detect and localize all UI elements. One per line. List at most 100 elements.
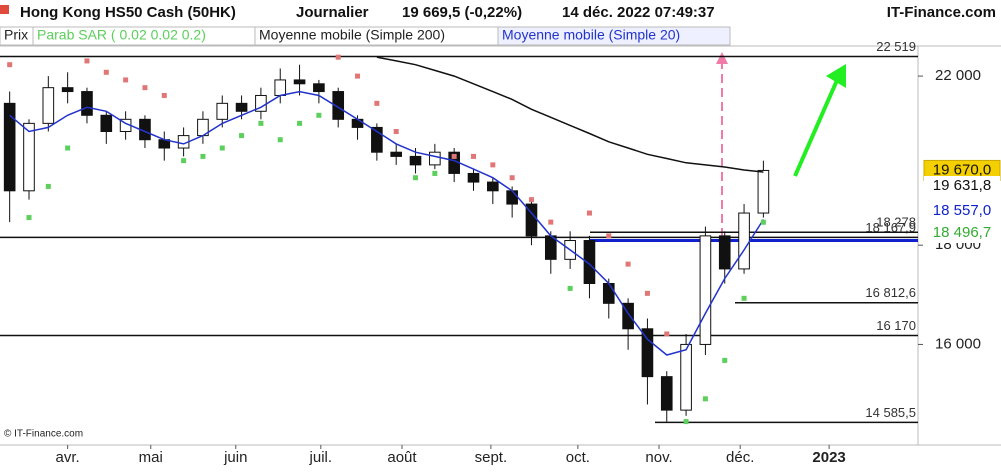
price-label: 18 557,0 <box>933 202 991 219</box>
x-tick-label: juin <box>223 449 247 466</box>
x-tick-label: nov. <box>645 449 672 466</box>
candle-body <box>409 155 422 166</box>
sar-dot <box>297 120 303 126</box>
candle-body <box>216 102 229 120</box>
y-tick-label: 22 000 <box>935 67 981 84</box>
sar-dot <box>45 183 51 189</box>
header-quote: 19 669,5 (-0,22%) <box>402 4 522 21</box>
sar-dot <box>413 175 419 181</box>
sar-dot <box>123 77 129 83</box>
header-title: Hong Kong HS50 Cash (50HK) <box>20 4 236 21</box>
annotation-arrowhead <box>826 64 846 88</box>
sar-dot <box>393 129 399 135</box>
candle-body <box>487 181 499 192</box>
sar-dot <box>103 69 109 75</box>
annotation-arrowhead <box>716 52 728 64</box>
ma200-line <box>376 56 764 173</box>
level-label: 16 170 <box>876 318 916 333</box>
level-label: 18 167,9 <box>865 220 916 235</box>
candle-body <box>660 376 673 411</box>
sar-dot <box>760 219 766 225</box>
sar-dot <box>509 175 515 181</box>
sar-dot <box>548 219 554 225</box>
candle-body <box>602 282 615 304</box>
x-tick-label: sept. <box>475 449 508 466</box>
candle-body <box>23 122 35 192</box>
sar-dot <box>65 145 71 151</box>
sar-dot <box>644 290 650 296</box>
sar-dot <box>683 419 689 425</box>
candle-body <box>738 212 750 270</box>
x-tick-label: oct. <box>566 449 590 466</box>
header-datetime: 14 déc. 2022 07:49:37 <box>562 4 715 21</box>
price-label: 19 670,0 <box>933 161 991 178</box>
sar-dot <box>7 62 13 68</box>
candle-body <box>371 126 383 153</box>
level-label: 18 278 <box>876 215 916 230</box>
candle-body <box>757 169 770 214</box>
sar-dot <box>702 396 708 402</box>
candle-body <box>699 235 712 345</box>
logo-mark <box>0 5 9 14</box>
sar-dot <box>142 85 148 91</box>
level-label: 14 585,5 <box>865 405 916 420</box>
candle-body <box>641 328 654 378</box>
sar-dot <box>335 54 341 60</box>
x-tick-label: juil. <box>309 449 333 466</box>
level-label: 16 812,6 <box>865 285 916 300</box>
sar-dot <box>451 153 457 159</box>
candle-body <box>293 79 306 85</box>
candle-body <box>235 102 248 112</box>
candle-body <box>3 102 16 192</box>
sar-dot <box>316 112 322 118</box>
candle-body <box>100 114 113 133</box>
header-bar <box>0 0 1001 24</box>
candle-body <box>583 240 596 284</box>
candle-body <box>313 83 325 93</box>
sar-dot <box>355 73 361 79</box>
sar-dot <box>528 197 534 203</box>
sar-dot <box>432 170 438 176</box>
annotation-arrow <box>793 77 840 177</box>
sar-dot <box>258 120 264 126</box>
legend: Prix Parab SAR ( 0.02 0.02 0.2) Moyenne … <box>0 26 731 46</box>
candle-body <box>506 190 518 205</box>
sar-dot <box>664 331 670 337</box>
sar-dot <box>26 215 32 221</box>
legend-ma20: Moyenne mobile (Simple 20) <box>502 27 680 43</box>
price-label: 19 631,8 <box>933 177 991 194</box>
sar-dot <box>741 295 747 301</box>
price-label-box <box>924 201 1000 221</box>
sar-dot <box>374 100 380 106</box>
candle-body <box>390 151 403 157</box>
candle-body <box>351 118 364 128</box>
copyright: © IT-Finance.com <box>4 429 83 440</box>
y-tick-label: 16 000 <box>935 335 981 352</box>
sar-dot <box>181 158 187 164</box>
candle-body <box>274 79 287 96</box>
candle-body <box>680 343 692 411</box>
sar-dot <box>470 153 476 159</box>
candle-body <box>467 172 480 183</box>
level-label: 22 519 <box>876 39 916 54</box>
candle-body <box>42 87 55 124</box>
legend-price: Prix <box>4 27 28 43</box>
sar-dot <box>625 261 631 267</box>
legend-box <box>497 26 731 46</box>
ma20-line <box>9 90 765 356</box>
price-label: 18 496,7 <box>933 224 991 241</box>
candle-body <box>429 151 441 166</box>
price-label-box <box>924 223 1000 243</box>
header-brand: IT-Finance.com <box>887 4 996 21</box>
legend-ma200: Moyenne mobile (Simple 200) <box>259 27 445 43</box>
legend-sar: Parab SAR ( 0.02 0.02 0.2) <box>37 27 206 43</box>
candle-body <box>332 91 345 120</box>
sar-dot <box>722 357 728 363</box>
candle-body <box>61 87 74 93</box>
x-tick-label: mai <box>139 449 163 466</box>
price-label-box <box>924 176 1000 196</box>
sar-dot <box>84 58 90 64</box>
sar-dot <box>277 137 283 143</box>
